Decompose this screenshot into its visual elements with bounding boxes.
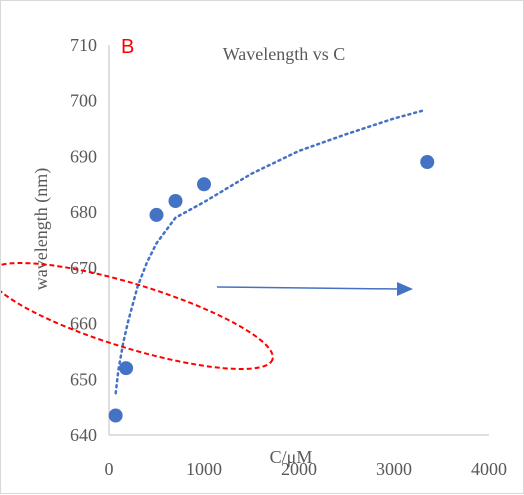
data-points (108, 155, 435, 423)
y-tick-label: 670 (70, 258, 97, 278)
chart-title: Wavelength vs C (223, 44, 346, 64)
y-tick-label: 650 (70, 369, 97, 389)
data-point (149, 207, 164, 222)
x-axis-title: C/μM (270, 447, 313, 467)
y-tick-labels: 640 650 660 670 680 690 700 710 (70, 35, 97, 445)
y-tick-label: 660 (70, 314, 97, 334)
data-point (108, 408, 123, 423)
x-tick-label: 1000 (186, 459, 222, 479)
y-tick-label: 710 (70, 35, 97, 55)
panel-label: B (121, 36, 134, 58)
data-point (168, 194, 183, 208)
highlight-ellipse (1, 262, 274, 370)
x-tick-label: 2000 (281, 459, 317, 479)
trendline (114, 109, 424, 395)
axes (108, 45, 489, 436)
data-point (119, 361, 134, 376)
arrow-head (397, 282, 413, 296)
x-tick-label: 3000 (376, 459, 412, 479)
data-point (420, 155, 435, 169)
data-point (197, 177, 211, 192)
y-tick-label: 700 (70, 91, 97, 111)
x-tick-label: 4000 (471, 459, 507, 479)
y-tick-label: 690 (70, 146, 97, 166)
x-tick-label: 0 (105, 459, 114, 479)
y-tick-label: 680 (70, 202, 97, 222)
arrow-line (216, 286, 400, 290)
x-tick-labels: 0 1000 2000 3000 4000 (105, 459, 508, 479)
trendline-path (114, 109, 424, 395)
y-axis-title: wavelength (nm) (31, 168, 52, 290)
y-tick-label: 640 (70, 425, 97, 445)
